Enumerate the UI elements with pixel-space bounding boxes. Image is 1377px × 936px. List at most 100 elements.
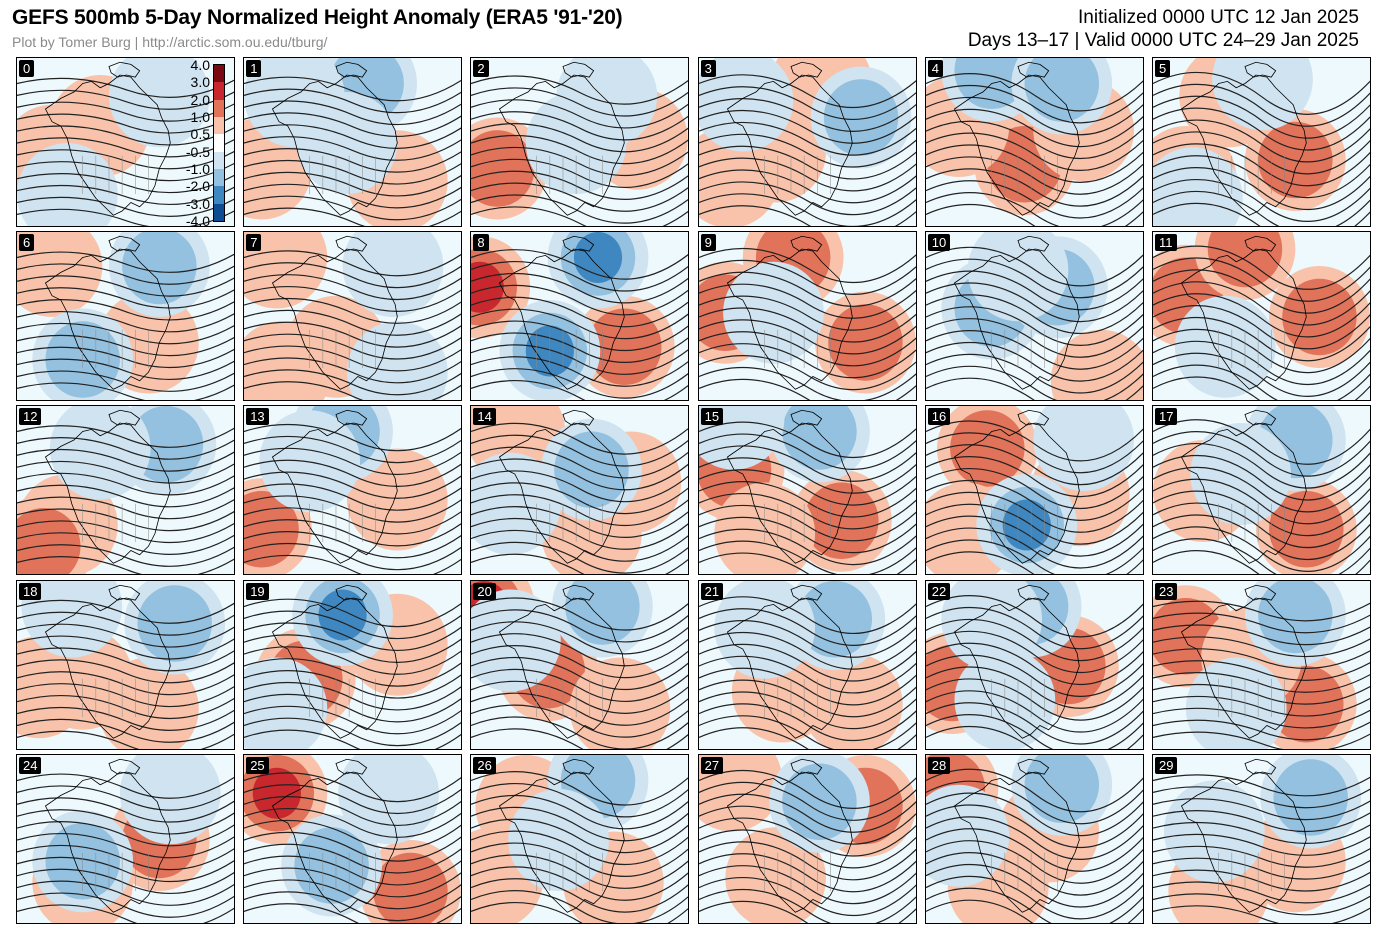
member-label: 1: [246, 60, 262, 77]
height-contour: [244, 634, 462, 661]
height-contour: [244, 311, 462, 336]
height-contour: [699, 715, 917, 749]
member-label: 11: [1155, 234, 1177, 252]
member-panel-22: 22: [924, 579, 1144, 750]
plot-title: GEFS 500mb 5-Day Normalized Height Anoma…: [12, 6, 623, 29]
height-contour: [17, 881, 235, 905]
negative-anomaly: [713, 580, 815, 679]
height-contour: [1153, 787, 1371, 808]
height-contour: [471, 795, 689, 828]
arctic-islands: [791, 759, 822, 774]
negative-anomaly: [1273, 759, 1348, 836]
arctic-islands: [336, 62, 367, 77]
height-contour: [699, 111, 917, 144]
coastline: [954, 598, 1079, 738]
height-contour: [926, 528, 1144, 568]
anomaly-map: [1153, 232, 1371, 401]
height-contour: [244, 461, 462, 487]
height-contour: [1153, 480, 1371, 524]
negative-anomaly: [1024, 754, 1099, 823]
member-label: 28: [927, 756, 951, 774]
anomaly-map: [471, 580, 689, 749]
coastline: [954, 423, 1079, 563]
height-contour: [17, 336, 235, 356]
coastline: [954, 772, 1079, 912]
positive-anomaly: [827, 304, 903, 381]
height-contour: [926, 421, 1144, 461]
height-contour: [244, 322, 462, 347]
arctic-islands: [1245, 236, 1276, 251]
height-contour: [926, 433, 1144, 473]
height-contour: [244, 425, 462, 451]
positive-anomaly: [252, 767, 302, 819]
height-contour: [926, 643, 1144, 684]
anomaly-map: [925, 580, 1144, 749]
height-contour: [17, 162, 235, 181]
height-contour: [699, 854, 917, 892]
height-contour: [471, 645, 689, 677]
colorbar-tick-label: -1.0: [185, 161, 210, 177]
height-contour: [471, 183, 689, 211]
negative-anomaly: [259, 410, 361, 513]
member-label: 0: [19, 60, 35, 77]
height-contour: [471, 728, 689, 749]
height-contour: [244, 172, 462, 196]
height-contour: [471, 321, 689, 350]
height-contour: [244, 520, 462, 546]
height-contour: [1153, 318, 1371, 361]
positive-anomaly: [347, 448, 448, 551]
height-contour: [1153, 696, 1371, 716]
height-contour: [1153, 684, 1371, 704]
height-contour: [471, 297, 689, 326]
member-panel-7: 7: [243, 231, 463, 402]
height-contour: [1153, 156, 1371, 198]
coastline: [500, 772, 625, 912]
height-contour: [17, 719, 235, 742]
member-panel-27: 27: [697, 753, 917, 924]
height-contour: [699, 877, 917, 915]
positive-anomaly: [724, 827, 826, 923]
height-contour: [1153, 191, 1371, 227]
height-contour: [926, 74, 1144, 111]
height-contour: [1153, 613, 1371, 633]
initialized-time: Initialized 0000 UTC 12 Jan 2025: [1078, 7, 1359, 28]
height-contour: [17, 359, 235, 379]
negative-anomaly: [471, 589, 562, 692]
anomaly-map: [471, 58, 689, 227]
height-contour: [471, 555, 689, 576]
member-panel-8: 8: [470, 231, 690, 402]
height-contour: [17, 821, 235, 845]
member-panel-26: 26: [470, 753, 690, 924]
anomaly-map: [17, 58, 235, 226]
coastline: [1181, 249, 1306, 389]
positive-anomaly: [471, 130, 535, 207]
height-contour: [699, 818, 917, 856]
height-contour: [926, 355, 1144, 394]
height-contour: [471, 357, 689, 386]
positive-anomaly: [17, 508, 81, 575]
member-panel-1: 1: [243, 57, 463, 227]
height-contour: [471, 507, 689, 538]
height-contour: [471, 76, 689, 104]
anomaly-map: [1153, 58, 1371, 227]
height-contour: [1153, 822, 1371, 843]
coastline: [1181, 598, 1306, 738]
negative-anomaly: [1212, 58, 1313, 131]
height-contour: [926, 97, 1144, 134]
member-panel-18: 18: [16, 579, 235, 750]
height-contour: [926, 876, 1144, 919]
height-contour: [471, 890, 689, 923]
height-contour: [244, 275, 462, 300]
member-label: 24: [19, 756, 42, 774]
height-contour: [699, 482, 917, 517]
colorbar-segment: [214, 82, 224, 100]
member-panel-5: 5: [1152, 57, 1371, 227]
height-contour: [17, 833, 235, 857]
arctic-islands: [1245, 411, 1276, 426]
height-contour: [926, 607, 1144, 648]
member-label: 16: [927, 408, 951, 426]
height-contour: [699, 668, 917, 705]
height-contour: [926, 631, 1144, 672]
member-panel-11: 11: [1152, 231, 1371, 402]
height-contour: [244, 718, 462, 745]
